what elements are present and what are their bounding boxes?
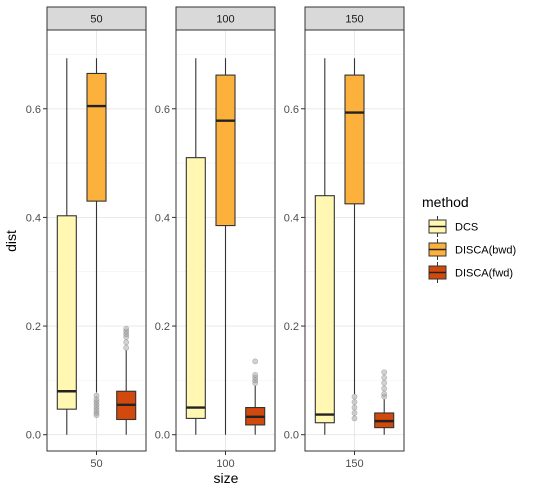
outlier-point [252,358,259,365]
y-tick-label: 0.2 [284,321,299,333]
box-iqr [56,215,77,410]
facet-strip [304,6,405,31]
y-tick-label: 0.4 [284,212,299,224]
legend: method DCS DISCA(bwd) DISCA(fwd) [422,194,516,283]
outlier-point [351,399,358,406]
facet-panel-100: 100 100 0.0 0.2 0.4 0.6 [155,6,276,470]
box-DISCA(bwd) [344,58,365,422]
outlier-point [123,325,130,332]
legend-item-DISCA(fwd): DISCA(fwd) [428,262,513,283]
y-tick-label: 0.4 [155,212,170,224]
y-tick-label: 0.6 [284,104,299,116]
y-tick-label: 0.0 [26,430,41,442]
y-tick-label: 0.6 [155,104,170,116]
x-tick-label: 100 [216,458,234,470]
outlier-point [351,415,358,422]
box-DCS [185,58,206,435]
y-tick-label: 0.0 [284,430,299,442]
y-tick-label: 0.6 [26,104,41,116]
legend-item-DISCA(bwd): DISCA(bwd) [428,239,516,260]
outlier-point [93,412,100,419]
x-tick-label: 50 [90,458,102,470]
facet-strip [175,6,276,31]
facet-strip-label: 100 [216,14,234,26]
box-DCS [314,58,335,435]
outlier-point [252,372,259,378]
outlier-point [93,410,100,416]
box-iqr [185,157,206,419]
box-DISCA(bwd) [86,58,107,419]
outlier-point [381,380,388,386]
legend-label: DISCA(bwd) [455,245,516,257]
facet-strip-label: 150 [345,14,363,26]
y-tick-label: 0.4 [26,212,41,224]
y-tick-label: 0.2 [155,321,170,333]
y-axis-title: dist [3,230,19,252]
x-tick-label: 150 [345,458,363,470]
legend-item-DCS: DCS [428,216,478,237]
facet-strip [46,6,147,31]
box-iqr [344,74,365,205]
outlier-point [381,374,388,381]
box-iqr [86,72,107,202]
outlier-point [381,391,388,397]
outlier-point [123,339,130,346]
outlier-point [381,385,388,392]
legend-label: DISCA(fwd) [455,268,513,280]
box-DCS [56,58,77,435]
y-tick-label: 0.0 [155,430,170,442]
x-axis-title: size [214,470,239,486]
box-DISCA(fwd) [116,325,137,435]
box-DISCA(fwd) [374,369,395,435]
facet-panel-50: 50 50 0.0 0.2 0.4 0.6 [26,6,147,470]
outlier-point [351,393,358,400]
outlier-point [123,344,130,351]
y-tick-label: 0.2 [26,321,41,333]
outlier-point [351,404,358,411]
box-iqr [215,74,236,227]
outlier-point [351,410,358,416]
box-iqr [314,195,335,424]
facet-panels: 50500.00.20.40.61001000.00.20.40.6150150… [26,6,405,470]
facet-strip-label: 50 [90,14,102,26]
facet-panel-150: 150 150 0.0 0.2 0.4 0.6 [284,6,405,470]
box-DISCA(fwd) [245,358,266,435]
legend-label: DCS [455,222,478,234]
box-DISCA(bwd) [215,58,236,435]
outlier-point [381,369,388,376]
legend-title: method [422,194,469,210]
